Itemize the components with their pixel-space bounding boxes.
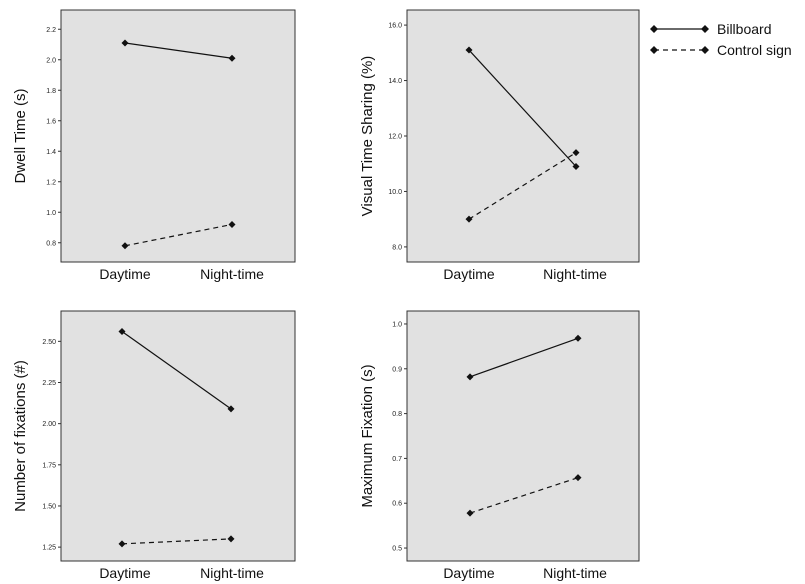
legend-marker-billboard-right xyxy=(701,25,709,33)
y-tick-label: 1.8 xyxy=(46,88,56,95)
legend-label-billboard: Billboard xyxy=(717,21,771,37)
data-point-billboard-daytime xyxy=(121,39,129,47)
x-tick-label-daytime: Daytime xyxy=(443,266,495,282)
series-line-control-sign xyxy=(469,477,579,514)
x-tick-label-night-time: Night-time xyxy=(200,266,264,282)
data-point-control-sign-daytime xyxy=(466,509,474,517)
y-tick-label: 0.9 xyxy=(392,366,402,373)
y-axis-label: Dwell Time (s) xyxy=(12,88,29,183)
legend-label-control-sign: Control sign xyxy=(717,42,792,58)
y-tick-label: 16.0 xyxy=(388,23,402,30)
data-point-control-sign-daytime xyxy=(121,242,129,250)
data-point-control-sign-night-time xyxy=(574,474,582,482)
series-line-billboard xyxy=(121,330,232,410)
y-tick-label: 0.5 xyxy=(392,546,402,553)
x-tick-label-night-time: Night-time xyxy=(200,565,264,581)
y-tick-label: 2.50 xyxy=(42,339,56,346)
y-tick-label: 1.75 xyxy=(42,462,56,469)
series-layer xyxy=(118,327,235,548)
y-tick-label: 12.0 xyxy=(388,134,402,141)
series-layer xyxy=(465,46,580,223)
series-line-billboard xyxy=(124,42,233,59)
y-tick-label: 2.25 xyxy=(42,380,56,387)
y-axis-ticks: 0.5 0.6 0.7 0.8 0.9 1.0 xyxy=(392,321,407,553)
legend-marker-billboard-left xyxy=(650,25,658,33)
series-line-billboard xyxy=(469,337,579,378)
data-point-control-sign-night-time xyxy=(228,220,236,228)
panel-dwell-time: Dwell Time (s) 0.81.01.21.41.61.82.02.2 … xyxy=(12,9,296,282)
y-tick-label: 1.50 xyxy=(42,503,56,510)
data-point-control-sign-daytime xyxy=(465,215,473,223)
series-line-billboard xyxy=(468,49,577,167)
y-tick-label: 2.2 xyxy=(46,27,56,34)
y-tick-label: 0.7 xyxy=(392,456,402,463)
y-tick-label: 2.0 xyxy=(46,57,56,64)
y-tick-label: 0.8 xyxy=(392,411,402,418)
y-tick-label: 1.4 xyxy=(46,149,56,156)
series-line-control-sign xyxy=(468,152,577,220)
y-axis-ticks: 8.0 10.0 12.0 14.0 16.0 xyxy=(388,23,407,251)
y-tick-label: 0.8 xyxy=(46,240,56,247)
series-layer xyxy=(121,39,236,250)
y-tick-label: 2.00 xyxy=(42,421,56,428)
x-tick-label-night-time: Night-time xyxy=(543,266,607,282)
panel-visual-time-sharing: Visual Time Sharing (%) 8.0 10.0 12.0 14.0 1… xyxy=(359,9,640,282)
data-point-control-sign-daytime xyxy=(118,540,126,548)
panel-number-of-fixations: Number of fixations (#) 1.25 1.50 1.75 2.00… xyxy=(12,310,296,581)
data-point-billboard-night-time xyxy=(228,54,236,62)
data-point-control-sign-night-time xyxy=(572,149,580,157)
plot-area xyxy=(60,310,296,562)
y-axis-label: Number of fixations (#) xyxy=(12,360,29,512)
y-tick-label: 1.0 xyxy=(392,321,402,328)
data-point-billboard-night-time xyxy=(572,163,580,170)
legend: Billboard Control sign xyxy=(650,21,792,58)
x-tick-label-daytime: Daytime xyxy=(99,565,151,581)
panel-maximum-fixation: Maximum Fixation (s) 0.50.60.70.80.91.0 … xyxy=(359,310,640,581)
x-tick-label-daytime: Daytime xyxy=(99,266,151,282)
legend-marker-control-sign-left xyxy=(650,46,658,54)
plot-area xyxy=(406,9,640,263)
data-point-billboard-daytime xyxy=(466,373,474,381)
series-line-control-sign xyxy=(124,223,233,247)
y-tick-label: 1.0 xyxy=(46,210,56,217)
series-layer xyxy=(466,334,582,517)
y-tick-label: 8.0 xyxy=(392,244,402,251)
y-tick-label: 0.6 xyxy=(392,501,402,508)
data-point-billboard-night-time xyxy=(574,334,582,342)
plot-area xyxy=(406,310,640,562)
data-point-billboard-daytime xyxy=(465,46,473,54)
x-tick-label-night-time: Night-time xyxy=(543,565,607,581)
y-axis-label: Visual Time Sharing (%) xyxy=(359,56,376,217)
y-tick-label: 14.0 xyxy=(388,78,402,85)
y-axis-ticks: 0.8 1.0 1.2 1.4 1.6 1.8 2.0 2.2 xyxy=(46,27,61,247)
data-point-control-sign-night-time xyxy=(227,535,235,543)
data-point-billboard-night-time xyxy=(227,405,235,413)
y-axis-label: Maximum Fixation (s) xyxy=(359,364,376,507)
legend-marker-control-sign-right xyxy=(701,46,709,54)
y-tick-label: 1.2 xyxy=(46,179,56,186)
y-tick-label: 10.0 xyxy=(388,189,402,196)
y-tick-label: 1.25 xyxy=(42,545,56,552)
y-axis-ticks: 1.25 1.50 1.75 2.00 2.25 2.50 xyxy=(42,339,61,552)
x-tick-label-daytime: Daytime xyxy=(443,565,495,581)
data-point-billboard-daytime xyxy=(118,327,126,335)
y-tick-label: 1.6 xyxy=(46,118,56,125)
plot-area xyxy=(60,9,296,263)
series-line-control-sign xyxy=(121,538,232,545)
